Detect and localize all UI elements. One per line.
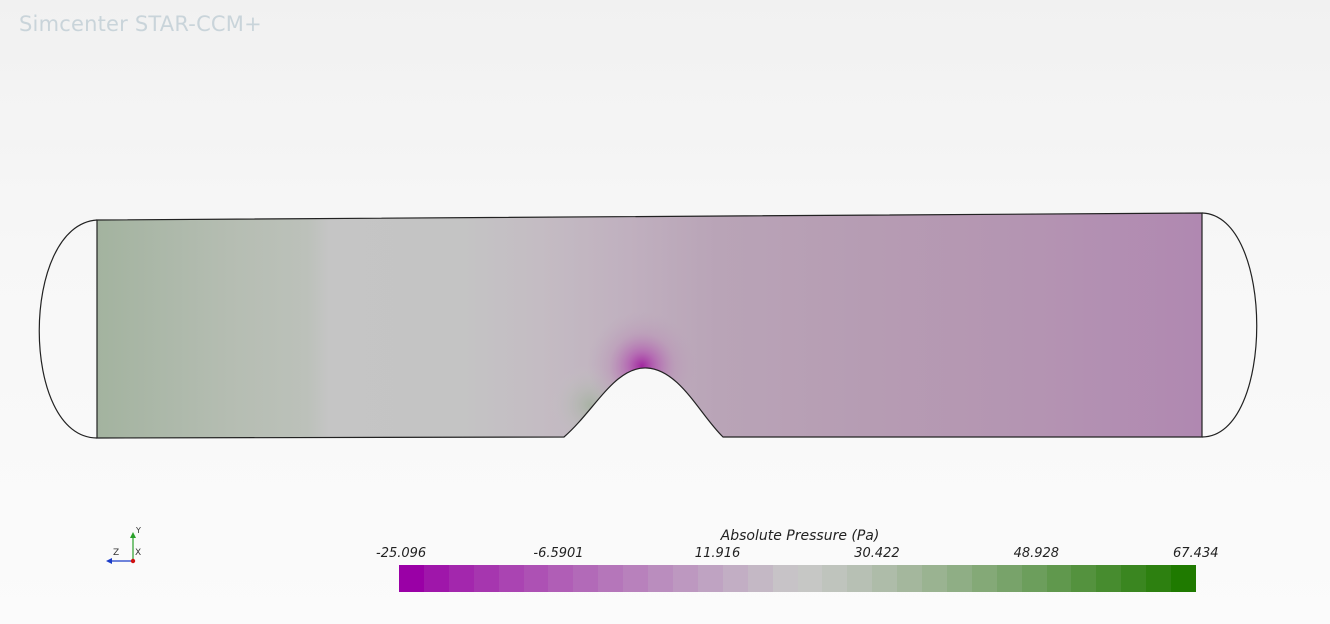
app-title: Simcenter STAR-CCM+ [19, 12, 262, 36]
legend-title: Absolute Pressure (Pa) [720, 528, 880, 544]
legend-tick-label: 11.916 [694, 546, 741, 561]
domain-outline [96, 212, 1203, 439]
colorbar-band [1071, 565, 1097, 592]
colorbar-band [822, 565, 848, 592]
colorbar-band [847, 565, 873, 592]
colorbar-band [672, 565, 698, 592]
colorbar-band [473, 565, 499, 592]
colorbar-band [996, 565, 1022, 592]
colorbar-band [1171, 565, 1196, 592]
triad-y-label: Y [135, 526, 141, 535]
colorbar-band [573, 565, 599, 592]
legend-colorbar [399, 565, 1196, 592]
colorbar-band [747, 565, 773, 592]
triad-z-label: Z [113, 548, 119, 558]
legend-tick-label: -6.5901 [533, 546, 584, 561]
outlet-cap-outline [1201, 212, 1258, 438]
colorbar-band [423, 565, 449, 592]
colorbar-band [722, 565, 748, 592]
colorbar-band [697, 565, 723, 592]
colorbar-band [498, 565, 524, 592]
legend-tick-label: 48.928 [1013, 546, 1060, 561]
colorbar-band [448, 565, 474, 592]
colorbar-band [623, 565, 649, 592]
colorbar-band [897, 565, 923, 592]
colorbar-band [1021, 565, 1047, 592]
triad-x-label: X [135, 548, 141, 558]
legend-tick-label: -25.096 [376, 546, 427, 561]
colorbar-band [922, 565, 947, 592]
legend-tick-label: 67.434 [1173, 546, 1219, 561]
colorbar-band [1146, 565, 1172, 592]
colorbar-band [946, 565, 972, 592]
colorbar-band [399, 565, 424, 592]
colorbar-band [772, 565, 798, 592]
colorbar-band [1121, 565, 1147, 592]
colorbar-band [548, 565, 574, 592]
colorbar-band [523, 565, 549, 592]
inlet-cap-outline [38, 219, 98, 439]
pressure-contour [96, 212, 1203, 439]
colorbar-band [648, 565, 673, 592]
colorbar-band [971, 565, 997, 592]
colorbar-band [1096, 565, 1122, 592]
colorbar-band [598, 565, 624, 592]
axes-triad: Y Z X [106, 526, 141, 564]
colorbar-band [797, 565, 823, 592]
legend-tick-label: 30.422 [854, 546, 900, 561]
colorbar-band [1046, 565, 1072, 592]
colorbar-band [872, 565, 898, 592]
